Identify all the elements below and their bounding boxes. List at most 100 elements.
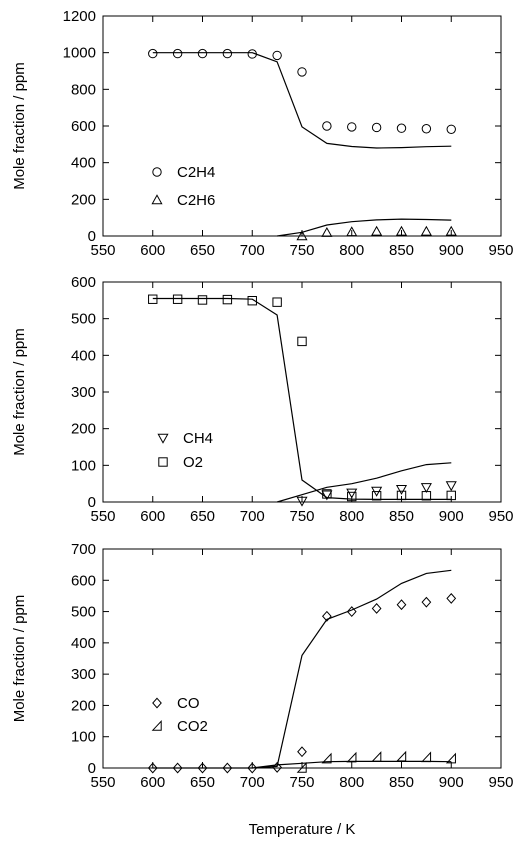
y-axis-title: Mole fraction / ppm bbox=[11, 595, 28, 723]
data-point-co2 bbox=[397, 752, 405, 761]
legend-label-o2: O2 bbox=[183, 454, 203, 471]
data-point-c2h4 bbox=[397, 124, 405, 132]
series-co bbox=[149, 594, 456, 773]
y-tick-label: 0 bbox=[88, 494, 96, 511]
legend-marker-c2h4 bbox=[153, 168, 161, 176]
y-tick-label: 1200 bbox=[63, 8, 96, 25]
y-tick-label: 600 bbox=[71, 572, 96, 589]
x-tick-label: 900 bbox=[439, 508, 464, 525]
y-tick-label: 200 bbox=[71, 421, 96, 438]
x-tick-label: 600 bbox=[140, 242, 165, 259]
data-point-o2 bbox=[149, 295, 157, 303]
x-tick-label: 900 bbox=[439, 242, 464, 259]
x-axis-title: Temperature / K bbox=[249, 821, 356, 838]
legend-label-c2h4: C2H4 bbox=[177, 164, 215, 181]
legend-label-co: CO bbox=[177, 695, 200, 712]
data-point-o2 bbox=[273, 298, 281, 306]
x-tick-label: 750 bbox=[289, 242, 314, 259]
x-tick-label: 900 bbox=[439, 774, 464, 791]
y-tick-label: 600 bbox=[71, 274, 96, 291]
data-point-o2 bbox=[298, 337, 306, 345]
data-point-ch4 bbox=[422, 484, 431, 492]
x-tick-label: 800 bbox=[339, 508, 364, 525]
x-tick-label: 950 bbox=[488, 508, 513, 525]
data-point-co bbox=[298, 747, 306, 756]
data-point-c2h4 bbox=[198, 49, 206, 57]
y-axis-title: Mole fraction / ppm bbox=[11, 62, 28, 190]
data-point-c2h4 bbox=[173, 49, 181, 57]
data-point-co2 bbox=[372, 752, 380, 761]
chart-panel-1: 550 600 650 700 750 800 850 900 950 0 200 400 600 800… bbox=[11, 8, 514, 259]
data-point-co bbox=[372, 604, 380, 613]
x-tick-label: 650 bbox=[190, 242, 215, 259]
data-point-c2h4 bbox=[298, 68, 306, 76]
legend-marker-co bbox=[153, 698, 161, 707]
y-tick-label: 500 bbox=[71, 311, 96, 328]
y-tick-label: 400 bbox=[71, 155, 96, 172]
x-tick-label: 750 bbox=[289, 774, 314, 791]
x-tick-label: 650 bbox=[190, 508, 215, 525]
x-tick-label: 850 bbox=[389, 508, 414, 525]
data-point-c2h6 bbox=[322, 228, 331, 236]
x-tick-label: 650 bbox=[190, 774, 215, 791]
x-tick-label: 600 bbox=[140, 508, 165, 525]
data-point-c2h4 bbox=[149, 49, 157, 57]
chart-panel-3: 550 600 650 700 750 800 850 900 9500100200300400… bbox=[11, 541, 514, 791]
x-tick-label: 700 bbox=[240, 774, 265, 791]
chart-panel-2: 550 600 650 700 750 800 850 900 9500100200300400… bbox=[11, 274, 514, 525]
data-point-c2h6 bbox=[422, 227, 431, 235]
data-point-ch4 bbox=[397, 485, 406, 493]
x-tick-label: 950 bbox=[488, 242, 513, 259]
y-tick-label: 0 bbox=[88, 228, 96, 245]
series-c2h4 bbox=[149, 49, 456, 133]
data-point-co2 bbox=[422, 753, 430, 762]
y-tick-label: 400 bbox=[71, 635, 96, 652]
data-point-c2h4 bbox=[323, 122, 331, 130]
y-tick-label: 700 bbox=[71, 541, 96, 558]
data-point-c2h4 bbox=[273, 51, 281, 59]
data-point-ch4 bbox=[447, 482, 456, 490]
legend-label-c2h6: C2H6 bbox=[177, 192, 215, 209]
data-point-c2h4 bbox=[447, 125, 455, 133]
x-tick-label: 700 bbox=[240, 242, 265, 259]
data-point-co bbox=[422, 597, 430, 606]
data-point-co bbox=[397, 600, 405, 609]
data-point-c2h4 bbox=[372, 123, 380, 131]
y-tick-label: 500 bbox=[71, 604, 96, 621]
legend-marker-c2h6 bbox=[152, 195, 161, 203]
legend-label-co2: CO2 bbox=[177, 718, 208, 735]
data-point-c2h6 bbox=[372, 227, 381, 235]
plot-frame bbox=[103, 549, 501, 768]
model-line-1 bbox=[153, 570, 452, 768]
y-tick-label: 600 bbox=[71, 118, 96, 135]
x-tick-label: 600 bbox=[140, 774, 165, 791]
plot-frame bbox=[103, 282, 501, 502]
data-point-c2h4 bbox=[422, 125, 430, 133]
data-point-o2 bbox=[173, 295, 181, 303]
series-c2h6 bbox=[297, 227, 456, 240]
legend-marker-o2 bbox=[159, 458, 167, 466]
legend-label-ch4: CH4 bbox=[183, 430, 213, 447]
y-tick-label: 200 bbox=[71, 697, 96, 714]
data-point-c2h4 bbox=[223, 49, 231, 57]
y-tick-label: 400 bbox=[71, 347, 96, 364]
y-tick-label: 300 bbox=[71, 666, 96, 683]
x-tick-label: 850 bbox=[389, 774, 414, 791]
y-tick-label: 100 bbox=[71, 457, 96, 474]
x-tick-label: 950 bbox=[488, 774, 513, 791]
data-point-c2h4 bbox=[348, 123, 356, 131]
model-line-1 bbox=[153, 53, 452, 148]
y-tick-label: 100 bbox=[71, 729, 96, 746]
y-tick-label: 300 bbox=[71, 384, 96, 401]
x-tick-label: 750 bbox=[289, 508, 314, 525]
data-point-o2 bbox=[223, 295, 231, 303]
y-tick-label: 200 bbox=[71, 191, 96, 208]
y-tick-label: 800 bbox=[71, 81, 96, 98]
data-point-o2 bbox=[198, 296, 206, 304]
chart-panels: 550 600 650 700 750 800 850 900 950 0 200 400 600 800… bbox=[11, 8, 514, 791]
data-point-co2 bbox=[348, 753, 356, 762]
model-line-2 bbox=[277, 463, 451, 502]
x-tick-label: 800 bbox=[339, 774, 364, 791]
legend-marker-co2 bbox=[153, 721, 161, 730]
